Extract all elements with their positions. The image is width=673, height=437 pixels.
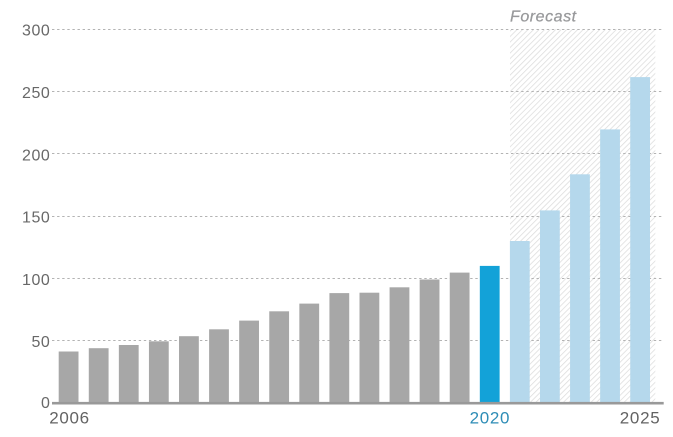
svg-text:2006: 2006 [49, 409, 90, 428]
svg-text:300: 300 [22, 23, 50, 40]
svg-text:50: 50 [31, 334, 50, 351]
svg-text:250: 250 [22, 85, 50, 102]
svg-text:Forecast: Forecast [510, 9, 577, 26]
svg-text:100: 100 [22, 272, 50, 289]
svg-text:150: 150 [22, 210, 50, 227]
svg-text:200: 200 [22, 147, 50, 164]
svg-text:2025: 2025 [620, 409, 661, 428]
svg-text:0: 0 [41, 395, 50, 412]
svg-text:2020: 2020 [470, 409, 511, 428]
